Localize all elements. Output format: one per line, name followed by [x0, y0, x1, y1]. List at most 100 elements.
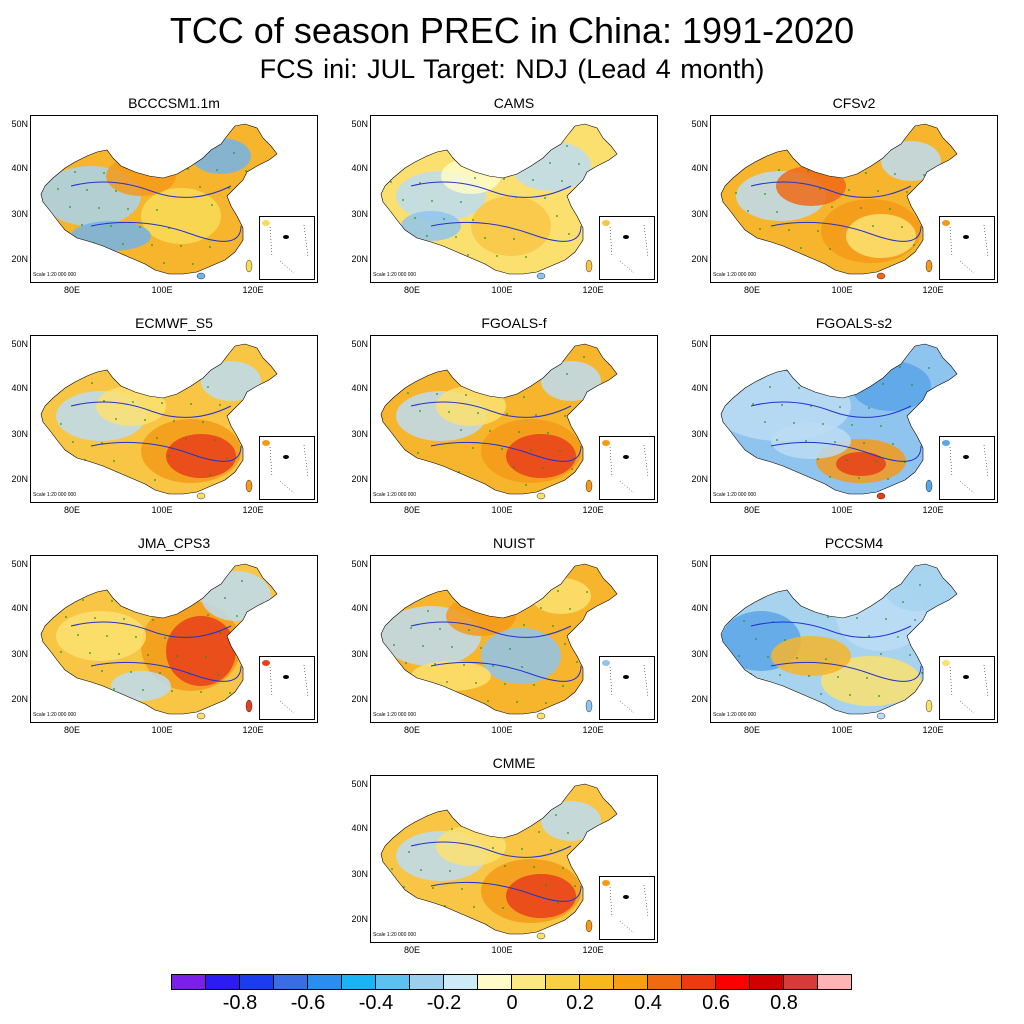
- latitude-tick-label: 50N: [351, 339, 368, 349]
- map-panel: CFSv2 Scale 1:20 000 000 50N 40N 30N 20N 80E…: [686, 95, 998, 310]
- scale-label: Scale 1:20 000 000: [373, 932, 417, 938]
- colorbar-cell: [375, 974, 410, 990]
- latitude-tick-label: 20N: [11, 254, 28, 264]
- south-china-sea-inset: [939, 656, 995, 720]
- colorbar-cell: [681, 974, 716, 990]
- panel-title: ECMWF_S5: [135, 315, 213, 331]
- latitude-tick-label: 50N: [351, 119, 368, 129]
- latitude-tick-label: 20N: [691, 474, 708, 484]
- colorbar-cell: [171, 974, 206, 990]
- scale-label: Scale 1:20 000 000: [713, 712, 757, 718]
- colorbar-cell: [341, 974, 376, 990]
- map-panel: PCCSM4 Scale 1:20 000 000 50N 40N 30N 20N 80…: [686, 535, 998, 750]
- panel-title: FGOALS-s2: [815, 315, 893, 331]
- latitude-tick-label: 30N: [351, 869, 368, 879]
- scale-label: Scale 1:20 000 000: [33, 712, 77, 718]
- latitude-tick-label: 40N: [351, 603, 368, 613]
- longitude-tick-label: 100E: [831, 505, 853, 515]
- longitude-tick-label: 100E: [831, 285, 853, 295]
- map-frame: Scale 1:20 000 000: [370, 555, 658, 723]
- colorbar-cell: [545, 974, 580, 990]
- figure-subtitle: FCS ini: JUL Target: NDJ (Lead 4 month): [259, 54, 765, 84]
- south-china-sea-inset: [259, 436, 315, 500]
- longitude-tick-label: 120E: [582, 505, 604, 515]
- latitude-tick-label: 30N: [351, 209, 368, 219]
- map-frame: Scale 1:20 000 000: [370, 115, 658, 283]
- colorbar-cell: [749, 974, 784, 990]
- map-panel: CAMS Scale 1:20 000 000 50N 40N 30N 20N 80E 1…: [346, 95, 658, 310]
- longitude-tick-label: 120E: [582, 285, 604, 295]
- longitude-tick-label: 120E: [922, 505, 944, 515]
- longitude-tick-label: 80E: [63, 285, 80, 295]
- colorbar-cell: [307, 974, 342, 990]
- scale-label: Scale 1:20 000 000: [373, 272, 417, 278]
- longitude-tick-label: 80E: [403, 285, 420, 295]
- south-china-sea-inset: [599, 436, 655, 500]
- colorbar-cell: [715, 974, 750, 990]
- latitude-tick-label: 30N: [691, 209, 708, 219]
- latitude-tick-label: 20N: [691, 694, 708, 704]
- map-panel: ECMWF_S5 Scale 1:20 000 000 50N 40N 30N 20N…: [6, 315, 318, 530]
- longitude-tick-label: 120E: [582, 725, 604, 735]
- map-frame: Scale 1:20 000 000: [370, 775, 658, 943]
- colorbar-cell: [273, 974, 308, 990]
- panel-title: NUIST: [493, 535, 535, 551]
- latitude-tick-label: 50N: [691, 119, 708, 129]
- longitude-tick-label: 80E: [403, 505, 420, 515]
- longitude-tick-label: 80E: [743, 725, 760, 735]
- colorbar-tick-label: -0.6: [290, 992, 326, 1014]
- latitude-tick-label: 40N: [11, 603, 28, 613]
- map-panel: BCCCSM1.1m Scale 1:20 000 000 50N 40N 30N 2…: [6, 95, 318, 310]
- colorbar-cell: [613, 974, 648, 990]
- colorbar-tick-label: 0.6: [702, 992, 730, 1014]
- map-panel: CMME Scale 1:20 000 000 50N 40N 30N 20N 80E 1…: [346, 755, 658, 970]
- map-frame: Scale 1:20 000 000: [710, 115, 998, 283]
- longitude-tick-label: 100E: [151, 505, 173, 515]
- latitude-tick-label: 40N: [691, 163, 708, 173]
- longitude-tick-label: 100E: [491, 945, 513, 955]
- colorbar-cell: [511, 974, 546, 990]
- longitude-tick-label: 80E: [63, 505, 80, 515]
- latitude-tick-label: 50N: [691, 339, 708, 349]
- scale-label: Scale 1:20 000 000: [373, 492, 417, 498]
- latitude-tick-label: 20N: [351, 694, 368, 704]
- map-frame: Scale 1:20 000 000: [710, 555, 998, 723]
- longitude-tick-label: 100E: [151, 285, 173, 295]
- panel-title: FGOALS-f: [481, 315, 547, 331]
- latitude-tick-label: 20N: [351, 474, 368, 484]
- latitude-tick-label: 50N: [11, 559, 28, 569]
- scale-label: Scale 1:20 000 000: [373, 712, 417, 718]
- colorbar-cell: [409, 974, 444, 990]
- colorbar-tick-label: -0.4: [358, 992, 394, 1014]
- south-china-sea-inset: [599, 656, 655, 720]
- map-frame: Scale 1:20 000 000: [370, 335, 658, 503]
- latitude-tick-label: 30N: [11, 429, 28, 439]
- latitude-tick-label: 50N: [11, 339, 28, 349]
- scale-label: Scale 1:20 000 000: [713, 492, 757, 498]
- colorbar-cell: [205, 974, 240, 990]
- latitude-tick-label: 50N: [11, 119, 28, 129]
- latitude-tick-label: 40N: [351, 823, 368, 833]
- south-china-sea-inset: [259, 216, 315, 280]
- south-china-sea-inset: [939, 436, 995, 500]
- longitude-tick-label: 100E: [491, 505, 513, 515]
- colorbar-tick-label: 0.4: [634, 992, 662, 1014]
- panel-title: BCCCSM1.1m: [128, 95, 220, 111]
- panel-title: JMA_CPS3: [137, 535, 211, 551]
- longitude-tick-label: 100E: [491, 285, 513, 295]
- colorbar-tick-label: 0.8: [770, 992, 798, 1014]
- scale-label: Scale 1:20 000 000: [713, 272, 757, 278]
- longitude-tick-label: 100E: [491, 725, 513, 735]
- map-frame: Scale 1:20 000 000: [30, 335, 318, 503]
- colorbar-cell: [783, 974, 818, 990]
- colorbar-tick-label: -0.2: [426, 992, 462, 1014]
- south-china-sea-inset: [599, 216, 655, 280]
- colorbar-tick-label: -0.8: [222, 992, 258, 1014]
- latitude-tick-label: 30N: [351, 429, 368, 439]
- latitude-tick-label: 40N: [351, 383, 368, 393]
- longitude-tick-label: 120E: [242, 725, 264, 735]
- latitude-tick-label: 40N: [11, 383, 28, 393]
- latitude-tick-label: 50N: [351, 559, 368, 569]
- longitude-tick-label: 120E: [922, 725, 944, 735]
- south-china-sea-inset: [259, 656, 315, 720]
